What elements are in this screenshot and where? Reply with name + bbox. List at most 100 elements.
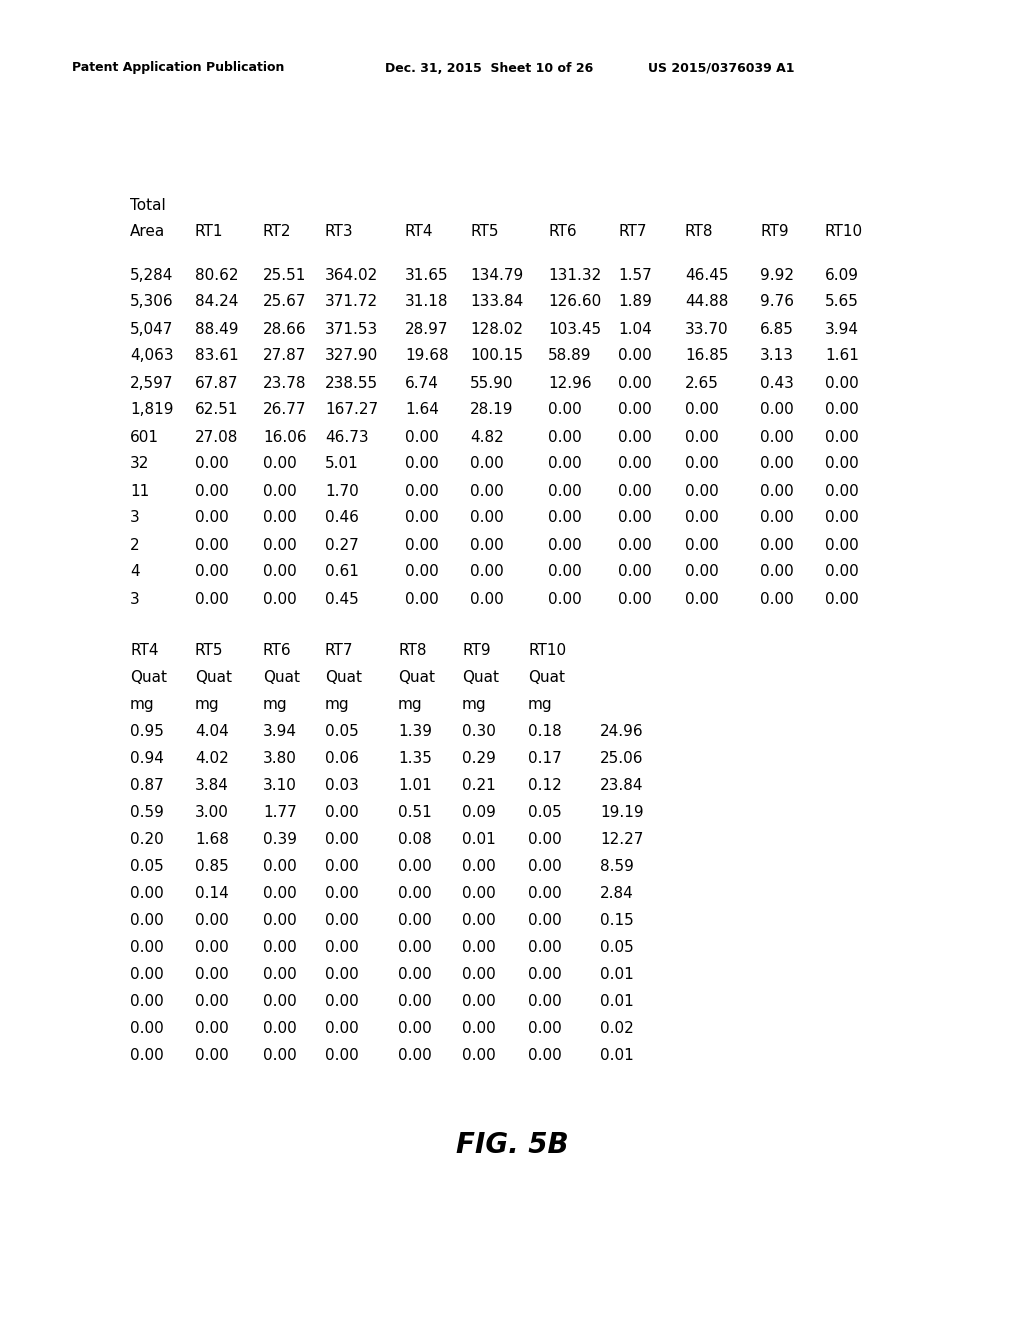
Text: 0.05: 0.05 — [325, 723, 358, 739]
Text: 0.00: 0.00 — [325, 859, 358, 874]
Text: 0.00: 0.00 — [325, 966, 358, 982]
Text: mg: mg — [528, 697, 553, 711]
Text: 33.70: 33.70 — [685, 322, 729, 337]
Text: 58.89: 58.89 — [548, 348, 592, 363]
Text: 0.00: 0.00 — [618, 511, 651, 525]
Text: 5.65: 5.65 — [825, 294, 859, 309]
Text: 0.00: 0.00 — [325, 1048, 358, 1063]
Text: 9.76: 9.76 — [760, 294, 794, 309]
Text: 25.51: 25.51 — [263, 268, 306, 282]
Text: 0.00: 0.00 — [470, 511, 504, 525]
Text: 0.00: 0.00 — [325, 940, 358, 954]
Text: 19.19: 19.19 — [600, 805, 644, 820]
Text: 0.00: 0.00 — [406, 457, 438, 471]
Text: 0.00: 0.00 — [398, 1020, 432, 1036]
Text: 0.39: 0.39 — [263, 832, 297, 847]
Text: Quat: Quat — [263, 669, 300, 685]
Text: 0.12: 0.12 — [528, 777, 562, 793]
Text: 0.00: 0.00 — [825, 537, 859, 553]
Text: 24.96: 24.96 — [600, 723, 644, 739]
Text: 0.00: 0.00 — [548, 591, 582, 606]
Text: 0.00: 0.00 — [528, 913, 562, 928]
Text: Total: Total — [130, 198, 166, 213]
Text: 0.00: 0.00 — [618, 537, 651, 553]
Text: 0.00: 0.00 — [195, 457, 228, 471]
Text: 23.78: 23.78 — [263, 375, 306, 391]
Text: 0.00: 0.00 — [195, 565, 228, 579]
Text: 32: 32 — [130, 457, 150, 471]
Text: RT4: RT4 — [130, 643, 159, 657]
Text: 0.00: 0.00 — [130, 1020, 164, 1036]
Text: 0.00: 0.00 — [548, 403, 582, 417]
Text: 0.00: 0.00 — [470, 537, 504, 553]
Text: 131.32: 131.32 — [548, 268, 601, 282]
Text: 0.00: 0.00 — [825, 457, 859, 471]
Text: 0.05: 0.05 — [600, 940, 634, 954]
Text: mg: mg — [462, 697, 486, 711]
Text: 0.51: 0.51 — [398, 805, 432, 820]
Text: 0.05: 0.05 — [528, 805, 562, 820]
Text: 0.00: 0.00 — [263, 859, 297, 874]
Text: 0.00: 0.00 — [618, 565, 651, 579]
Text: RT9: RT9 — [760, 224, 788, 239]
Text: 0.20: 0.20 — [130, 832, 164, 847]
Text: 3.94: 3.94 — [263, 723, 297, 739]
Text: 6.09: 6.09 — [825, 268, 859, 282]
Text: 0.00: 0.00 — [325, 886, 358, 900]
Text: 12.27: 12.27 — [600, 832, 643, 847]
Text: 44.88: 44.88 — [685, 294, 728, 309]
Text: 0.05: 0.05 — [130, 859, 164, 874]
Text: 27.87: 27.87 — [263, 348, 306, 363]
Text: 0.00: 0.00 — [685, 537, 719, 553]
Text: 0.00: 0.00 — [195, 994, 228, 1008]
Text: 167.27: 167.27 — [325, 403, 378, 417]
Text: 0.00: 0.00 — [325, 805, 358, 820]
Text: 0.00: 0.00 — [130, 886, 164, 900]
Text: 0.00: 0.00 — [528, 1048, 562, 1063]
Text: 4.82: 4.82 — [470, 429, 504, 445]
Text: 103.45: 103.45 — [548, 322, 601, 337]
Text: 0.43: 0.43 — [760, 375, 794, 391]
Text: 0.00: 0.00 — [528, 1020, 562, 1036]
Text: 3.80: 3.80 — [263, 751, 297, 766]
Text: Quat: Quat — [398, 669, 435, 685]
Text: Dec. 31, 2015  Sheet 10 of 26: Dec. 31, 2015 Sheet 10 of 26 — [385, 62, 593, 74]
Text: 0.00: 0.00 — [130, 940, 164, 954]
Text: 0.00: 0.00 — [130, 1048, 164, 1063]
Text: 16.85: 16.85 — [685, 348, 728, 363]
Text: 28.97: 28.97 — [406, 322, 449, 337]
Text: 0.94: 0.94 — [130, 751, 164, 766]
Text: 1.77: 1.77 — [263, 805, 297, 820]
Text: 1.04: 1.04 — [618, 322, 651, 337]
Text: 0.00: 0.00 — [528, 940, 562, 954]
Text: RT5: RT5 — [470, 224, 499, 239]
Text: 0.08: 0.08 — [398, 832, 432, 847]
Text: 0.00: 0.00 — [406, 483, 438, 499]
Text: 134.79: 134.79 — [470, 268, 523, 282]
Text: 12.96: 12.96 — [548, 375, 592, 391]
Text: 55.90: 55.90 — [470, 375, 513, 391]
Text: Area: Area — [130, 224, 165, 239]
Text: 0.00: 0.00 — [825, 591, 859, 606]
Text: 0.00: 0.00 — [685, 483, 719, 499]
Text: RT3: RT3 — [325, 224, 353, 239]
Text: 0.00: 0.00 — [462, 940, 496, 954]
Text: 0.00: 0.00 — [325, 832, 358, 847]
Text: RT7: RT7 — [325, 643, 353, 657]
Text: RT6: RT6 — [263, 643, 292, 657]
Text: 0.00: 0.00 — [263, 591, 297, 606]
Text: 0.85: 0.85 — [195, 859, 228, 874]
Text: 0.00: 0.00 — [263, 537, 297, 553]
Text: FIG. 5B: FIG. 5B — [456, 1131, 568, 1159]
Text: 0.46: 0.46 — [325, 511, 358, 525]
Text: 0.00: 0.00 — [685, 429, 719, 445]
Text: 0.00: 0.00 — [130, 966, 164, 982]
Text: 0.00: 0.00 — [462, 1020, 496, 1036]
Text: 1.35: 1.35 — [398, 751, 432, 766]
Text: RT10: RT10 — [825, 224, 863, 239]
Text: 0.00: 0.00 — [195, 1020, 228, 1036]
Text: 1.64: 1.64 — [406, 403, 439, 417]
Text: 0.00: 0.00 — [685, 511, 719, 525]
Text: 0.00: 0.00 — [462, 859, 496, 874]
Text: 0.00: 0.00 — [548, 537, 582, 553]
